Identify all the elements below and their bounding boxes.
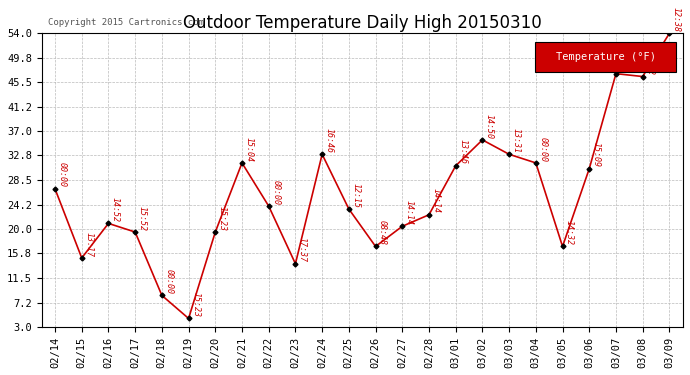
Text: 00:00: 00:00 [164, 269, 173, 294]
FancyBboxPatch shape [535, 42, 676, 72]
Text: 15:09: 15:09 [592, 142, 601, 167]
Text: 14:50: 14:50 [485, 114, 494, 138]
Text: Temperature (°F): Temperature (°F) [556, 52, 655, 62]
Text: 08:48: 08:48 [378, 220, 387, 245]
Title: Outdoor Temperature Daily High 20150310: Outdoor Temperature Daily High 20150310 [183, 14, 542, 32]
Text: 15:04: 15:04 [244, 136, 253, 162]
Text: 00:00: 00:00 [271, 180, 280, 205]
Text: 15:23: 15:23 [218, 206, 227, 231]
Text: 12:15: 12:15 [351, 183, 360, 208]
Text: 14:32: 14:32 [565, 220, 574, 245]
Text: 15:23: 15:23 [191, 292, 200, 317]
Text: 12:38: 12:38 [672, 7, 681, 32]
Text: 17:37: 17:37 [298, 237, 307, 262]
Text: 13:46: 13:46 [458, 140, 467, 164]
Text: 13:17: 13:17 [84, 232, 93, 256]
Text: 00:00: 00:00 [57, 162, 66, 188]
Text: 14:52: 14:52 [111, 197, 120, 222]
Text: 02:01: 02:01 [618, 47, 627, 72]
Text: Copyright 2015 Cartronics.com: Copyright 2015 Cartronics.com [48, 18, 204, 27]
Text: 00:00: 00:00 [538, 136, 547, 162]
Text: 16:46: 16:46 [324, 128, 333, 153]
Text: 13:32: 13:32 [645, 50, 654, 75]
Text: 14:14: 14:14 [431, 188, 440, 213]
Text: 13:31: 13:31 [511, 128, 520, 153]
Text: 15:52: 15:52 [137, 206, 146, 231]
Text: 14:14: 14:14 [405, 200, 414, 225]
